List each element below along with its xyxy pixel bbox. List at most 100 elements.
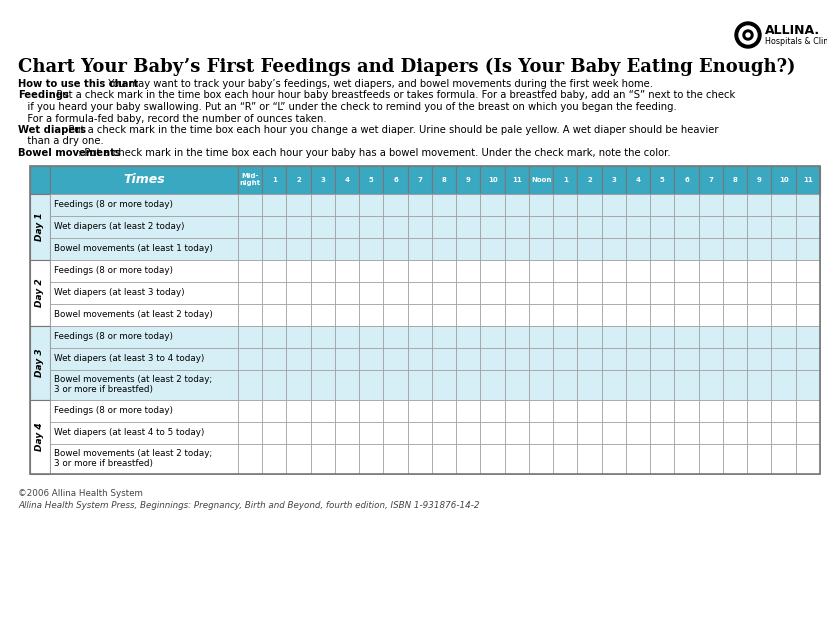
Bar <box>552 369 576 399</box>
Bar <box>649 303 674 326</box>
Text: 2: 2 <box>586 177 591 182</box>
Bar <box>746 237 771 259</box>
Bar <box>601 303 625 326</box>
Bar <box>576 282 601 303</box>
Bar <box>746 282 771 303</box>
Bar <box>576 422 601 444</box>
Bar <box>528 326 552 348</box>
Bar <box>310 444 335 474</box>
Bar <box>480 399 504 422</box>
Bar <box>649 348 674 369</box>
Bar <box>625 348 649 369</box>
Bar <box>722 166 746 193</box>
Bar <box>480 422 504 444</box>
Bar <box>383 444 407 474</box>
Bar <box>601 444 625 474</box>
Bar <box>30 399 50 474</box>
Bar <box>383 237 407 259</box>
Text: Allina Health System Press, Beginnings: Pregnancy, Birth and Beyond, fourth edit: Allina Health System Press, Beginnings: … <box>18 502 479 511</box>
Text: 10: 10 <box>778 177 787 182</box>
Bar <box>407 399 432 422</box>
Bar <box>286 259 310 282</box>
Bar <box>552 399 576 422</box>
Text: ©2006 Allina Health System: ©2006 Allina Health System <box>18 490 143 499</box>
Bar <box>576 193 601 216</box>
Bar <box>237 216 262 237</box>
Text: 11: 11 <box>511 177 521 182</box>
Text: 9: 9 <box>756 177 761 182</box>
Bar <box>552 237 576 259</box>
Bar <box>286 216 310 237</box>
Bar <box>237 369 262 399</box>
Bar <box>237 326 262 348</box>
Bar <box>528 369 552 399</box>
Bar <box>722 303 746 326</box>
Bar <box>552 193 576 216</box>
Text: 7: 7 <box>708 177 712 182</box>
Bar <box>746 259 771 282</box>
Bar <box>576 216 601 237</box>
Bar <box>674 216 698 237</box>
Text: : You may want to track your baby’s feedings, wet diapers, and bowel movements d: : You may want to track your baby’s feed… <box>102 79 653 89</box>
Bar <box>310 422 335 444</box>
Bar <box>407 422 432 444</box>
Bar <box>480 348 504 369</box>
Text: Wet diapers: Wet diapers <box>18 125 86 135</box>
Bar <box>601 259 625 282</box>
Text: 5: 5 <box>369 177 373 182</box>
Bar <box>310 166 335 193</box>
Bar <box>746 422 771 444</box>
Bar <box>262 237 286 259</box>
Bar <box>359 326 383 348</box>
Bar <box>552 303 576 326</box>
Bar <box>576 444 601 474</box>
Bar <box>795 369 819 399</box>
Bar <box>262 422 286 444</box>
Bar <box>335 369 359 399</box>
Text: 1: 1 <box>271 177 276 182</box>
Bar <box>383 326 407 348</box>
Bar <box>262 326 286 348</box>
Circle shape <box>734 22 760 48</box>
Bar <box>528 422 552 444</box>
Bar <box>528 399 552 422</box>
Bar <box>456 444 480 474</box>
Bar <box>262 259 286 282</box>
Bar <box>504 237 528 259</box>
Bar <box>286 282 310 303</box>
Bar <box>795 259 819 282</box>
Bar <box>30 166 50 193</box>
Bar <box>432 237 456 259</box>
Bar <box>674 422 698 444</box>
Bar <box>50 422 237 444</box>
Bar <box>310 326 335 348</box>
Bar <box>649 237 674 259</box>
Bar <box>456 237 480 259</box>
Bar <box>698 303 722 326</box>
Text: than a dry one.: than a dry one. <box>18 136 103 147</box>
Bar <box>771 303 795 326</box>
Bar <box>383 282 407 303</box>
Bar <box>456 399 480 422</box>
Text: 6: 6 <box>393 177 398 182</box>
Bar <box>698 444 722 474</box>
Bar <box>625 282 649 303</box>
Text: Day 3: Day 3 <box>36 348 45 377</box>
Bar <box>262 399 286 422</box>
Bar <box>286 193 310 216</box>
Text: Wet diapers (at least 4 to 5 today): Wet diapers (at least 4 to 5 today) <box>54 428 204 437</box>
Bar <box>552 348 576 369</box>
Bar <box>674 237 698 259</box>
Bar <box>674 193 698 216</box>
Bar <box>625 422 649 444</box>
Circle shape <box>739 26 756 44</box>
Circle shape <box>745 33 749 37</box>
Bar <box>674 399 698 422</box>
Bar <box>746 326 771 348</box>
Bar <box>359 369 383 399</box>
Bar <box>432 444 456 474</box>
Bar <box>601 216 625 237</box>
Bar <box>625 216 649 237</box>
Bar <box>407 193 432 216</box>
Bar <box>601 399 625 422</box>
